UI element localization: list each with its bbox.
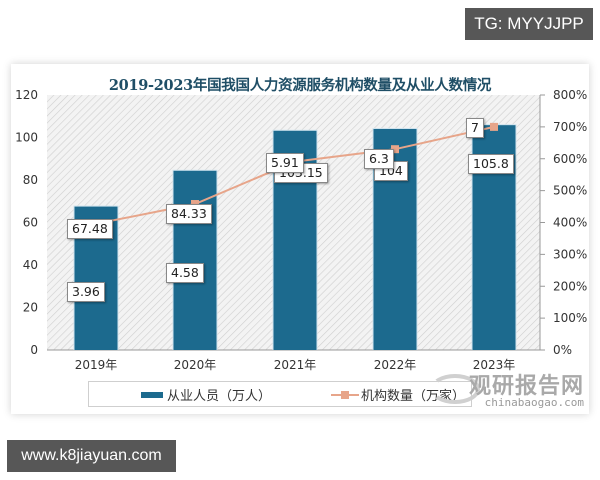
x-category-label: 2019年 (75, 358, 118, 372)
tg-watermark: TG: MYYJJPP (465, 8, 593, 40)
right-axis: 0% 100% 200% 300% 400% 500% 600% 700% 800% (540, 88, 587, 357)
left-axis-tick-label: 60 (23, 216, 38, 230)
x-axis-categories: 2019年 2020年 2021年 2022年 2023年 (75, 358, 516, 372)
bar-value-label: 67.48 (67, 219, 113, 239)
right-axis-tick-label: 800% (553, 88, 587, 102)
right-axis-tick-label: 600% (553, 152, 587, 166)
left-axis-tick-label: 0 (30, 343, 38, 357)
line-marker (391, 145, 399, 154)
left-axis-tick-label: 80 (23, 173, 38, 187)
line-marker-swatch-icon (331, 390, 359, 400)
x-category-label: 2020年 (174, 358, 217, 372)
right-axis-tick-label: 0% (553, 343, 572, 357)
site-watermark: www.k8jiayuan.com (7, 440, 176, 472)
right-axis-tick-label: 200% (553, 279, 587, 293)
bar-value-label: 84.33 (166, 204, 212, 224)
right-axis-tick-label: 500% (553, 184, 587, 198)
line-marker (490, 122, 498, 131)
eye-logo-icon (430, 374, 480, 404)
chart-title: 2019-2023年国我国人力资源服务机构数量及从业人数情况 (108, 77, 492, 94)
bar-swatch-icon (141, 391, 163, 398)
right-axis-tick-label: 700% (553, 120, 587, 134)
chinabaogao-logo: 观研报告网 chinabaogao.com (425, 368, 590, 412)
left-axis-tick-label: 120 (15, 88, 38, 102)
bar-value-label: 105.8 (468, 154, 514, 174)
left-axis-tick-label: 40 (23, 258, 38, 272)
logo-text-en: chinabaogao.com (484, 396, 584, 409)
logo-text-cn: 观研报告网 (468, 374, 584, 399)
right-axis-tick-label: 300% (553, 247, 587, 261)
left-axis: 0 20 40 60 80 100 120 (15, 88, 38, 357)
line-value-label: 4.58 (166, 263, 204, 283)
line-value-label: 5.91 (266, 153, 304, 173)
legend-item-staff: 从业人员（万人） (141, 385, 271, 404)
line-value-label: 6.3 (364, 149, 394, 169)
x-category-label: 2022年 (374, 358, 417, 372)
x-category-label: 2021年 (274, 358, 317, 372)
left-axis-tick-label: 100 (15, 131, 38, 145)
right-axis-tick-label: 400% (553, 216, 587, 230)
legend-label-staff: 从业人员（万人） (167, 389, 272, 404)
line-value-label: 7 (466, 118, 484, 138)
legend: 从业人员（万人） 机构数量（万家） (88, 381, 472, 407)
x-category-label: 2023年 (473, 358, 516, 372)
line-value-label: 3.96 (67, 282, 105, 302)
left-axis-tick-label: 20 (23, 301, 38, 315)
right-axis-tick-label: 100% (553, 311, 587, 325)
